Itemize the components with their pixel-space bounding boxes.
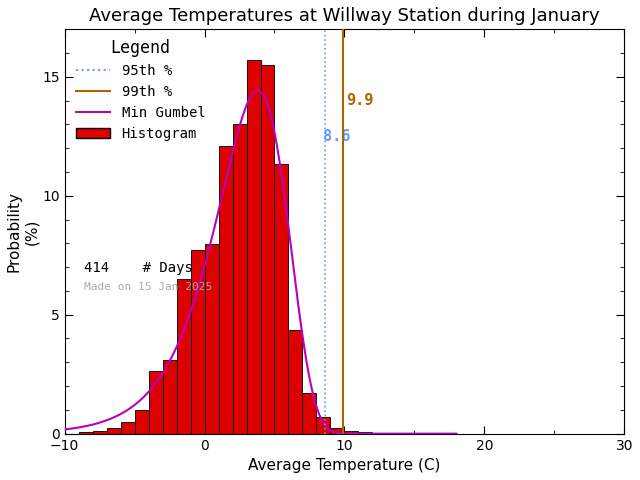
Bar	[120, 422, 134, 433]
Text: 9.9: 9.9	[346, 94, 374, 108]
Y-axis label: Probability
(%): Probability (%)	[7, 191, 39, 272]
Bar	[218, 146, 232, 433]
Bar	[275, 164, 289, 433]
Bar	[232, 124, 246, 433]
Bar	[260, 65, 275, 433]
Bar	[330, 428, 344, 433]
Bar	[107, 428, 120, 433]
Text: 414    # Days: 414 # Days	[84, 261, 193, 275]
Legend: 95th %, 99th %, Min Gumbel, Histogram: 95th %, 99th %, Min Gumbel, Histogram	[70, 33, 211, 146]
Bar	[316, 417, 330, 433]
Bar	[93, 431, 107, 433]
Bar	[344, 431, 358, 433]
Bar	[148, 371, 163, 433]
Bar	[134, 410, 148, 433]
Bar	[177, 278, 191, 433]
Bar	[358, 432, 372, 433]
Bar	[246, 60, 260, 433]
Text: 8.6: 8.6	[323, 129, 350, 144]
Bar	[303, 393, 316, 433]
Bar	[191, 250, 205, 433]
X-axis label: Average Temperature (C): Average Temperature (C)	[248, 458, 441, 473]
Text: Made on 15 Jan 2025: Made on 15 Jan 2025	[84, 282, 212, 292]
Bar	[79, 432, 93, 433]
Title: Average Temperatures at Willway Station during January: Average Temperatures at Willway Station …	[89, 7, 600, 25]
Bar	[205, 244, 218, 433]
Bar	[289, 330, 303, 433]
Bar	[163, 360, 177, 433]
